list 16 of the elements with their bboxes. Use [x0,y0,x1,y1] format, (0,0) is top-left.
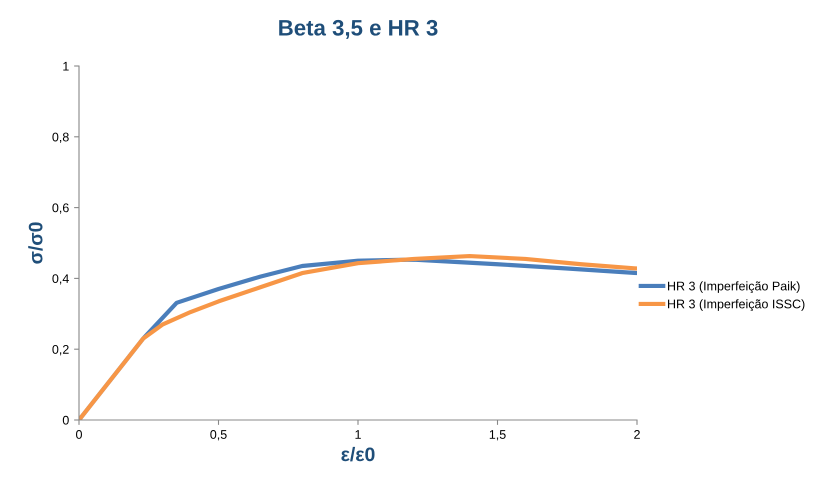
legend-label: HR 3 (Imperfeição Paik) [668,281,800,293]
legend-label: HR 3 (Imperfeição ISSC) [668,299,804,311]
y-tick-label: 1 [63,62,69,71]
y-tick-label: 0,4 [52,274,69,285]
y-tick-label: 0 [62,416,69,425]
chart-title: Beta 3,5 e HR 3 [279,20,438,39]
x-axis-title: ε/ε0 [341,446,375,462]
y-axis-title: σ/σ0 [28,222,43,264]
y-tick-label: 0,6 [52,203,69,214]
x-tick-label: 0,5 [210,430,227,440]
x-tick-label: 0 [76,430,82,439]
y-tick-label: 0,8 [52,132,69,143]
y-tick-label: 0,2 [52,345,69,356]
x-tick-label: 2 [634,430,640,439]
x-tick-label: 1 [355,430,361,439]
x-tick-label: 1,5 [490,430,506,440]
